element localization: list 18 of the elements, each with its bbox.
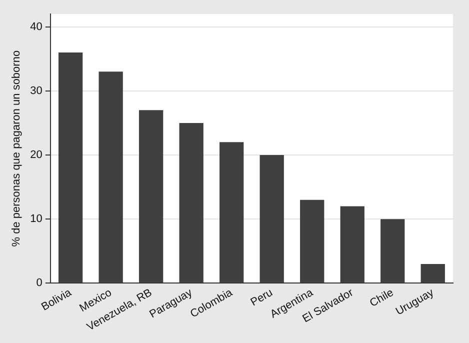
y-tick-label: 10 (30, 213, 42, 226)
bar (139, 110, 164, 283)
y-axis-title: % de personas que pagaron un soborno (10, 50, 23, 247)
bar (300, 200, 324, 283)
x-tick-label: Peru (248, 286, 275, 309)
bar (260, 155, 284, 283)
y-tick-label: 40 (30, 20, 42, 33)
y-tick-label: 0 (36, 277, 42, 290)
bar (420, 264, 445, 283)
bar (380, 219, 405, 283)
x-tick-label: Chile (368, 286, 396, 310)
bar (58, 52, 83, 283)
bar (98, 72, 123, 283)
y-tick-label: 30 (30, 84, 42, 97)
bar (220, 142, 244, 283)
bar (179, 122, 204, 283)
bar (340, 206, 364, 283)
y-tick-label: 20 (30, 149, 42, 162)
